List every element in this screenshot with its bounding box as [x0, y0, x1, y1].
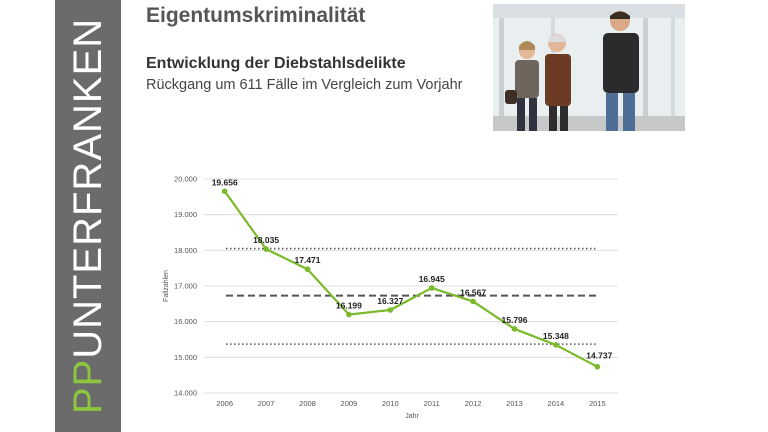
- x-tick-label: 2012: [465, 399, 482, 408]
- x-tick-label: 2013: [506, 399, 523, 408]
- data-point: [553, 342, 559, 348]
- series-line: [223, 190, 598, 368]
- page-subtitle: Entwicklung der Diebstahlsdelikte: [146, 55, 406, 72]
- y-tick-label: 18.000: [174, 246, 197, 255]
- y-tick-label: 17.000: [174, 282, 197, 291]
- x-tick-label: 2011: [424, 399, 440, 408]
- x-axis-ticks: 2006 2007 2008 2009 2010 2011 2012 2013 2014 2015: [216, 399, 605, 408]
- data-point: [387, 307, 394, 313]
- y-tick-label: 16.000: [174, 317, 197, 326]
- chart-grid: [204, 178, 618, 394]
- page-title: Eigentumskriminalität: [146, 4, 366, 27]
- data-label: 17.471: [295, 255, 321, 265]
- x-tick-label: 2008: [299, 399, 316, 408]
- x-tick-label: 2006: [216, 399, 233, 408]
- y-tick-label: 19.000: [174, 210, 197, 219]
- data-point: [594, 363, 601, 370]
- reference-lines: [226, 247, 597, 345]
- data-point: [304, 266, 311, 273]
- sidebar: PPUNTERFRANKEN: [55, 0, 121, 432]
- data-label: 14.737: [586, 351, 612, 361]
- data-label: 16.199: [336, 301, 362, 311]
- x-tick-label: 2007: [258, 399, 275, 408]
- x-tick-label: 2010: [382, 399, 399, 408]
- data-label: 19.656: [212, 177, 238, 187]
- y-tick-label: 14.000: [174, 389, 197, 398]
- data-label: 15.348: [543, 331, 569, 341]
- y-axis-ticks: 20.000 19.000 18.000 17.000 16.000 15.000 14.0…: [174, 175, 197, 398]
- series-points: [221, 188, 601, 370]
- people-photo-icon: [493, 4, 685, 131]
- data-label: 16.945: [419, 274, 445, 284]
- page-subline: Rückgang um 611 Fälle im Vergleich zum V…: [146, 77, 463, 93]
- y-axis-label: Fallzahlen: [163, 270, 170, 302]
- x-tick-label: 2015: [589, 399, 606, 408]
- data-point: [470, 298, 476, 305]
- data-point: [221, 188, 228, 195]
- data-point: [263, 246, 269, 252]
- data-label: 16.567: [460, 287, 486, 297]
- y-tick-label: 20.000: [174, 175, 197, 184]
- x-axis-label: Jahr: [405, 413, 419, 420]
- x-tick-label: 2009: [341, 399, 358, 408]
- data-label: 16.327: [377, 296, 403, 306]
- data-label: 15.796: [502, 315, 528, 325]
- y-tick-label: 15.000: [174, 353, 197, 362]
- x-tick-label: 2014: [548, 399, 565, 408]
- series-lines: [223, 190, 598, 368]
- data-point: [346, 311, 352, 318]
- data-label: 18.035: [253, 235, 279, 245]
- data-labels: 19.656 18.035 17.471 16.199 16.327 16.945 16.5…: [212, 177, 613, 360]
- data-point: [428, 285, 435, 291]
- data-point: [511, 326, 518, 332]
